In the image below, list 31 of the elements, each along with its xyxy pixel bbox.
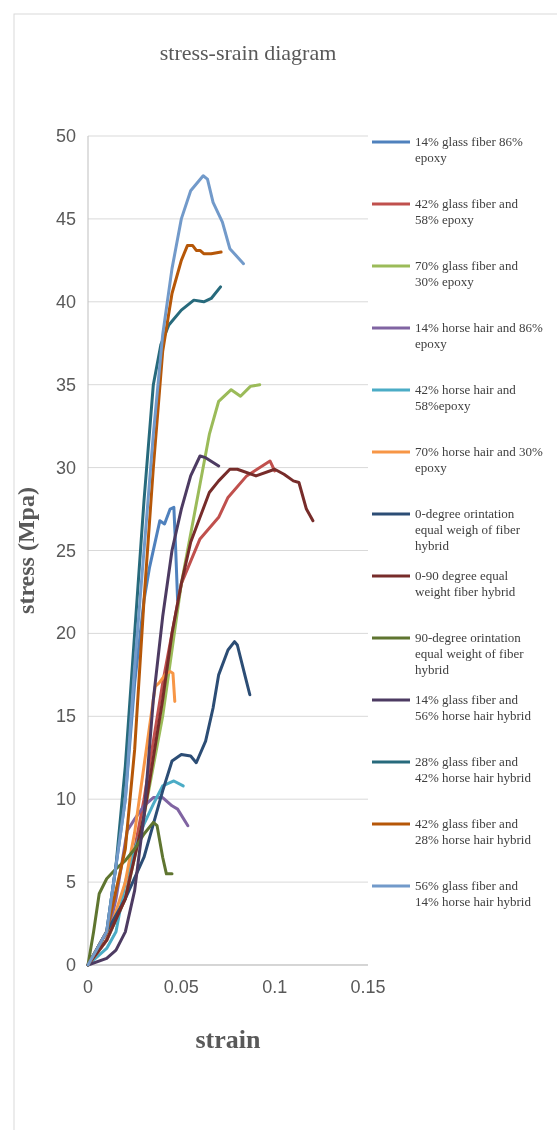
x-tick-label: 0.15 <box>350 977 386 997</box>
legend-label: 14% horse hair and 86% epoxy <box>415 320 543 351</box>
x-tick-label: 0 <box>82 977 94 997</box>
y-tick-label: 45 <box>55 208 76 229</box>
legend-label: 70% glass fiber and 30% epoxy <box>415 258 519 289</box>
legend-label: 70% horse hair and 30% epoxy <box>415 444 543 475</box>
y-tick-label: 30 <box>55 457 76 478</box>
legend-label: 0-degree orintation equal weigh of fiber hybrid <box>415 506 521 553</box>
y-tick-label: 35 <box>55 374 76 395</box>
y-tick-label: 40 <box>55 291 76 312</box>
legend-label: 56% glass fiber and 14% horse hair hybrid <box>415 878 532 909</box>
legend-label: 42% horse hair and 58%epoxy <box>415 382 517 413</box>
legend-label: 28% glass fiber and 42% horse hair hybrid <box>415 754 532 785</box>
y-tick-label: 5 <box>65 872 76 893</box>
legend-label: 90-degree orintation equal weight of fiber hybrid <box>415 630 525 677</box>
y-tick-label: 50 <box>55 126 76 146</box>
x-tick-label: 0.05 <box>163 977 199 997</box>
legend-label: 42% glass fiber and 58% epoxy <box>415 196 519 227</box>
y-tick-label: 20 <box>55 623 76 644</box>
legend-label: 42% glass fiber and 28% horse hair hybrid <box>415 816 532 847</box>
y-tick-label: 15 <box>55 706 76 727</box>
y-axis-title: stress (Mpa) <box>13 487 39 614</box>
x-axis-title: strain <box>195 1025 262 1054</box>
legend-label: 14% glass fiber 86% epoxy <box>415 134 524 165</box>
y-tick-label: 10 <box>55 789 76 810</box>
y-tick-label: 0 <box>65 955 76 975</box>
legend-label: 14% glass fiber and 56% horse hair hybrid <box>415 692 532 723</box>
legend-label: 0-90 degree equal weight fiber hybrid <box>415 568 516 599</box>
x-tick-label: 0.1 <box>262 977 288 997</box>
chart-title: stress-srain diagram <box>159 40 337 65</box>
y-tick-label: 25 <box>55 540 76 561</box>
